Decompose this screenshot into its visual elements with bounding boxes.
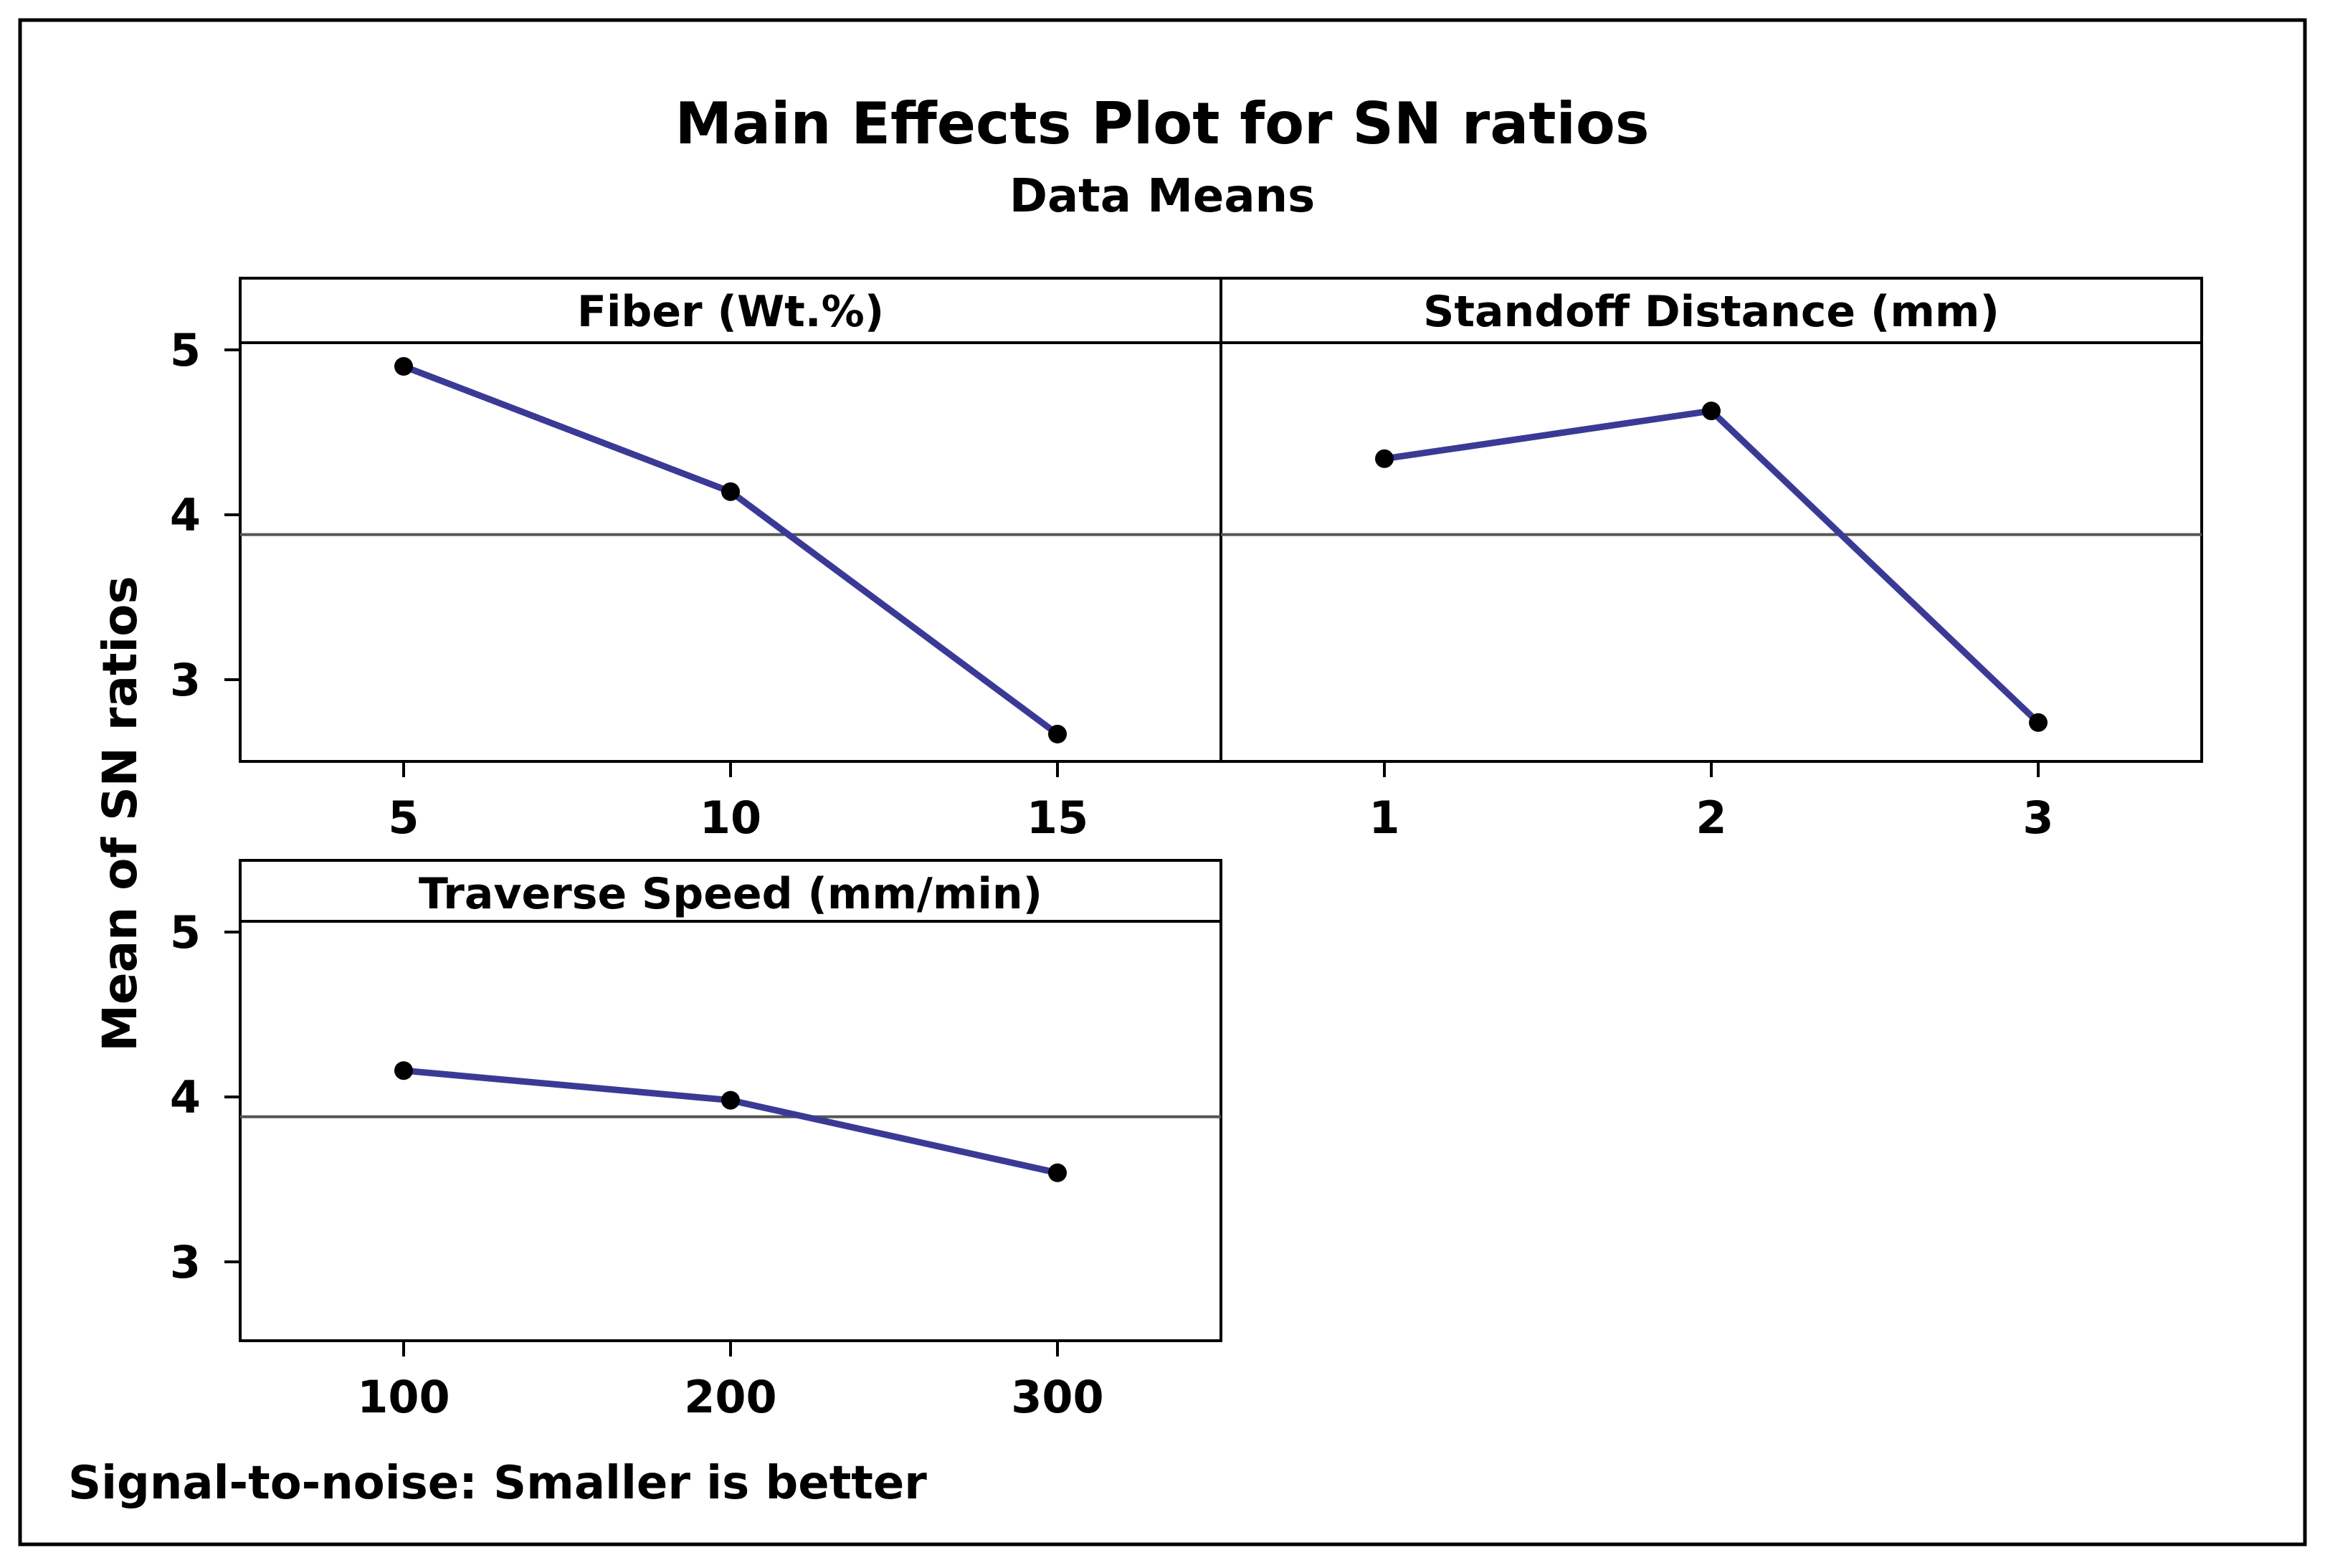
panel-3-ytick-label-4: 4 bbox=[170, 1071, 201, 1123]
panel-2-point-1 bbox=[1375, 449, 1394, 468]
footnote: Signal-to-noise: Smaller is better bbox=[68, 1457, 927, 1510]
panel-1-ytick-label-4: 4 bbox=[170, 489, 201, 541]
panel-3-point-300 bbox=[1048, 1163, 1067, 1182]
panel-3-ytick-label-5: 5 bbox=[170, 906, 201, 959]
panel-3-xtick-label-100: 100 bbox=[357, 1371, 450, 1423]
panel-2-title: Standoff Distance (mm) bbox=[1423, 287, 2000, 337]
chart-subtitle: Data Means bbox=[1009, 170, 1315, 223]
panel-1-xtick-label-5: 5 bbox=[388, 792, 419, 844]
panel-3-series-line bbox=[403, 1067, 1058, 1177]
panel-3-ytick-label-3: 3 bbox=[170, 1236, 201, 1288]
panel-2-series-line bbox=[1384, 407, 2041, 726]
panel-1-point-5 bbox=[394, 357, 413, 376]
panel-1-frame bbox=[239, 277, 1222, 763]
panel-3-title: Traverse Speed (mm/min) bbox=[419, 869, 1042, 919]
panel-1-xtick-label-15: 15 bbox=[1027, 792, 1088, 844]
panel-2-xtick-label-3: 3 bbox=[2022, 792, 2053, 844]
panel-2-point-2 bbox=[1702, 401, 1721, 421]
panel-1-point-10 bbox=[721, 482, 740, 501]
panel-3-xtick-label-200: 200 bbox=[684, 1371, 776, 1423]
panel-1-ytick-label-5: 5 bbox=[170, 324, 201, 376]
panel-1-point-15 bbox=[1048, 724, 1067, 743]
panel-2-xtick-label-1: 1 bbox=[1369, 792, 1399, 844]
panel-3-point-200 bbox=[721, 1091, 740, 1110]
panel-3-point-100 bbox=[394, 1061, 413, 1080]
panel-2-point-3 bbox=[2029, 713, 2048, 732]
outer-border bbox=[18, 18, 2307, 1546]
panel-2-frame bbox=[1219, 277, 2203, 763]
panel-3-xtick-label-300: 300 bbox=[1011, 1371, 1103, 1423]
panel-1-xtick-label-10: 10 bbox=[700, 792, 761, 844]
y-axis-label: Mean of SN ratios bbox=[92, 576, 148, 1052]
panel-1-ytick-label-3: 3 bbox=[170, 654, 201, 706]
panel-1-series-line bbox=[402, 363, 1060, 737]
panel-1-title: Fiber (Wt.%) bbox=[577, 287, 884, 337]
panel-2-xtick-label-2: 2 bbox=[1696, 792, 1726, 844]
chart-title: Main Effects Plot for SN ratios bbox=[675, 90, 1650, 157]
